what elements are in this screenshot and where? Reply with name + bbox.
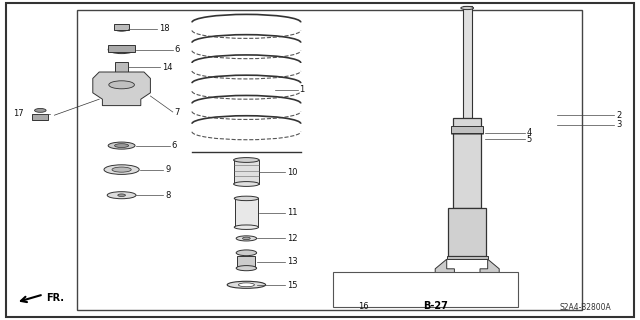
Text: 7: 7 (175, 108, 180, 116)
Bar (333, 272, 518, 307)
Text: 4: 4 (527, 128, 532, 137)
Ellipse shape (236, 236, 257, 241)
Bar (114, 24, 129, 30)
Ellipse shape (118, 194, 125, 196)
Text: 2: 2 (616, 111, 621, 120)
Bar (32, 114, 48, 120)
Bar (77, 10, 582, 310)
Ellipse shape (234, 158, 259, 163)
Bar (453, 118, 481, 208)
Ellipse shape (112, 167, 131, 172)
Text: 11: 11 (287, 208, 297, 217)
Text: 1: 1 (300, 85, 305, 94)
Bar (235, 198, 258, 227)
Ellipse shape (115, 27, 129, 31)
Bar (237, 256, 255, 268)
Text: 3: 3 (616, 120, 621, 129)
Ellipse shape (461, 6, 474, 10)
Ellipse shape (115, 144, 129, 148)
Text: 9: 9 (165, 165, 170, 174)
Ellipse shape (35, 108, 46, 112)
Text: 6: 6 (175, 45, 180, 54)
Bar (448, 208, 486, 256)
Ellipse shape (236, 266, 257, 271)
Bar (451, 126, 483, 133)
Text: 5: 5 (527, 135, 532, 144)
Ellipse shape (234, 196, 259, 201)
Ellipse shape (107, 192, 136, 199)
Ellipse shape (485, 273, 494, 279)
Ellipse shape (238, 283, 255, 287)
Ellipse shape (234, 181, 259, 186)
Text: 15: 15 (287, 281, 297, 290)
Ellipse shape (104, 165, 140, 174)
Ellipse shape (108, 46, 135, 54)
Bar (357, 293, 367, 299)
Ellipse shape (440, 273, 449, 279)
Text: B-27: B-27 (423, 300, 447, 311)
Text: 6: 6 (172, 141, 177, 150)
Bar (447, 256, 488, 259)
Text: 14: 14 (162, 63, 172, 72)
Ellipse shape (108, 142, 135, 149)
Text: 12: 12 (287, 234, 297, 243)
Text: FR.: FR. (46, 292, 64, 303)
Ellipse shape (109, 81, 134, 89)
Text: 8: 8 (165, 191, 170, 200)
Polygon shape (435, 259, 454, 285)
Bar (234, 160, 259, 184)
Bar (108, 45, 135, 52)
Text: 18: 18 (159, 24, 170, 33)
Text: 16: 16 (358, 302, 369, 311)
Ellipse shape (243, 237, 250, 240)
Text: 13: 13 (287, 257, 298, 266)
Ellipse shape (234, 225, 259, 229)
Bar (115, 62, 128, 73)
Ellipse shape (227, 281, 266, 288)
Polygon shape (480, 259, 499, 285)
Text: S2A4-B2800A: S2A4-B2800A (559, 303, 611, 312)
Text: 17: 17 (13, 109, 24, 118)
Polygon shape (93, 72, 150, 106)
Bar (463, 6, 472, 118)
Ellipse shape (236, 250, 257, 256)
Text: 10: 10 (287, 168, 297, 177)
